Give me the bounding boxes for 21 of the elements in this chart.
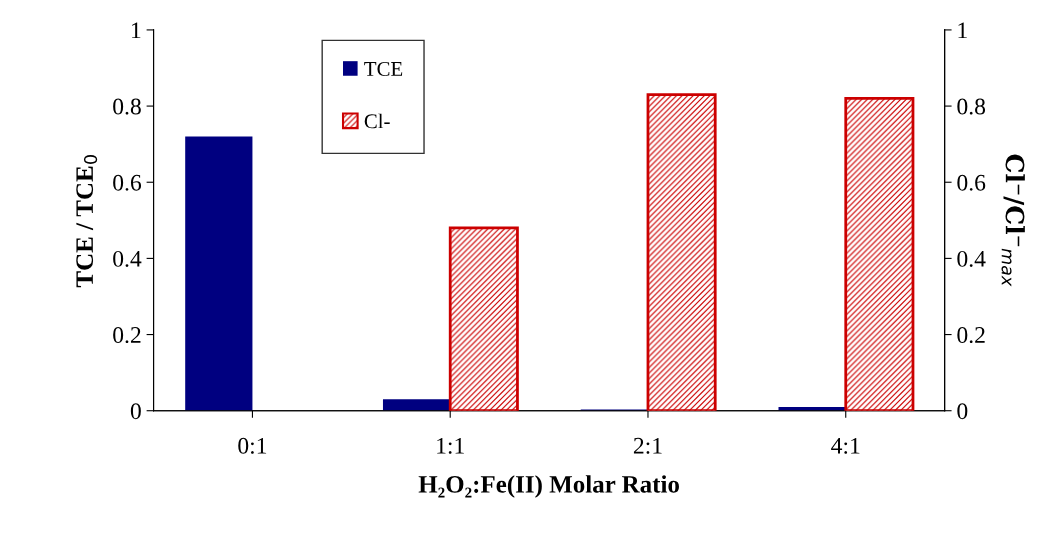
y-tick-label: 0 (130, 403, 141, 420)
y-tick-label: 0.4 (113, 250, 142, 267)
x-tick-label: 4:1 (831, 437, 860, 454)
y2-tick-label: 0.4 (957, 250, 986, 267)
x-axis-title: H₂O₂:Fe(II) Molar Ratio (418, 475, 679, 498)
y2-tick-label: 1 (958, 22, 967, 39)
x-tick-label: 2:1 (633, 437, 662, 454)
y2-tick-label: 0.6 (957, 174, 986, 191)
y-tick-label: 1 (132, 22, 141, 39)
y2-tick-label: 0 (957, 403, 968, 420)
x-tick-label: 1:1 (437, 437, 464, 454)
y2-tick-label: 0.2 (957, 327, 985, 344)
y-tick-label: 0.8 (113, 98, 141, 115)
y-tick-label: 0.2 (113, 327, 141, 344)
y-tick-label: 0.6 (113, 174, 142, 191)
y2-tick-label: 0.8 (957, 98, 986, 115)
y2-axis-title: Cl⁻/Cl⁻$_{max}$ (1001, 154, 1025, 287)
y-axis-title: TCE / TCE$_{0}$ (76, 155, 98, 288)
legend-label: TCE (364, 61, 403, 76)
legend-label: Cl- (364, 113, 390, 129)
x-tick-label: 0:1 (238, 437, 267, 454)
